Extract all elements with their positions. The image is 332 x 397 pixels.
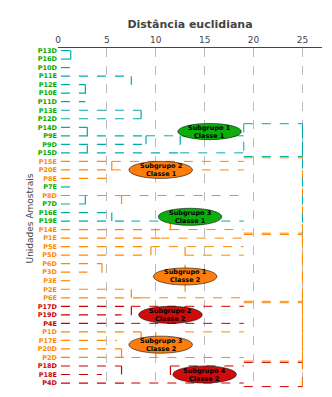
svg-text:P12E: P12E: [39, 81, 57, 89]
svg-text:P1D: P1D: [42, 328, 57, 336]
svg-text:P4E: P4E: [43, 320, 57, 328]
svg-text:0: 0: [55, 35, 61, 45]
svg-text:P18E: P18E: [39, 371, 57, 379]
svg-text:P3D: P3D: [42, 268, 57, 276]
svg-text:P19E: P19E: [39, 217, 57, 225]
svg-text:P17D: P17D: [38, 303, 58, 311]
svg-text:15: 15: [199, 35, 210, 45]
svg-text:P14E: P14E: [39, 226, 57, 234]
svg-text:P8D: P8D: [42, 192, 57, 200]
svg-text:5: 5: [104, 35, 110, 45]
svg-text:P7E: P7E: [43, 183, 57, 191]
svg-text:P11D: P11D: [38, 98, 58, 106]
svg-text:P12D: P12D: [38, 115, 58, 123]
svg-text:20: 20: [248, 35, 260, 45]
svg-text:P9D: P9D: [42, 141, 57, 149]
svg-text:Subgrupo 2Classe 1: Subgrupo 2Classe 1: [140, 162, 182, 178]
svg-text:P13D: P13D: [38, 47, 58, 55]
svg-text:P5E: P5E: [43, 243, 57, 251]
svg-text:P2D: P2D: [42, 354, 57, 362]
svg-text:P8E: P8E: [43, 175, 57, 183]
svg-text:P6E: P6E: [43, 294, 57, 302]
svg-text:P19D: P19D: [38, 311, 58, 319]
svg-text:P10E: P10E: [39, 89, 57, 97]
svg-text:P5D: P5D: [42, 251, 57, 259]
svg-text:P18D: P18D: [38, 362, 58, 370]
svg-text:Distância euclidiana: Distância euclidiana: [127, 18, 252, 31]
svg-text:P1E: P1E: [43, 234, 57, 242]
svg-text:Subgrupo 3Classe 1: Subgrupo 3Classe 1: [169, 209, 211, 225]
svg-text:P15E: P15E: [39, 158, 57, 166]
svg-text:25: 25: [297, 35, 308, 45]
svg-text:P15D: P15D: [38, 149, 58, 157]
svg-text:P14D: P14D: [38, 124, 58, 132]
svg-text:P13E: P13E: [39, 107, 57, 115]
svg-text:Unidades Amostrais: Unidades Amostrais: [25, 173, 35, 263]
svg-text:P7D: P7D: [42, 200, 57, 208]
svg-text:Subgrupo 3Classe 2: Subgrupo 3Classe 2: [140, 337, 182, 353]
svg-text:Subgrupo 1Classe 1: Subgrupo 1Classe 1: [188, 124, 231, 140]
svg-text:Subgrupo 4Classe 2: Subgrupo 4Classe 2: [183, 367, 226, 383]
svg-text:P16D: P16D: [38, 55, 58, 63]
svg-text:P4D: P4D: [42, 379, 57, 387]
svg-text:P20E: P20E: [39, 166, 57, 174]
svg-text:P9E: P9E: [43, 132, 57, 140]
svg-text:Subgrupo 1Classe 2: Subgrupo 1Classe 2: [164, 268, 207, 284]
svg-text:10: 10: [150, 35, 162, 45]
svg-text:P10D: P10D: [38, 64, 58, 72]
svg-text:P17E: P17E: [39, 337, 57, 345]
svg-text:P2E: P2E: [43, 286, 57, 294]
svg-text:P6D: P6D: [42, 260, 57, 268]
svg-text:P20D: P20D: [38, 345, 58, 353]
svg-text:P3E: P3E: [43, 277, 57, 285]
svg-text:P16E: P16E: [39, 209, 57, 217]
svg-text:P11E: P11E: [39, 72, 57, 80]
svg-text:Subgrupo 2Classe 2: Subgrupo 2Classe 2: [149, 307, 191, 323]
